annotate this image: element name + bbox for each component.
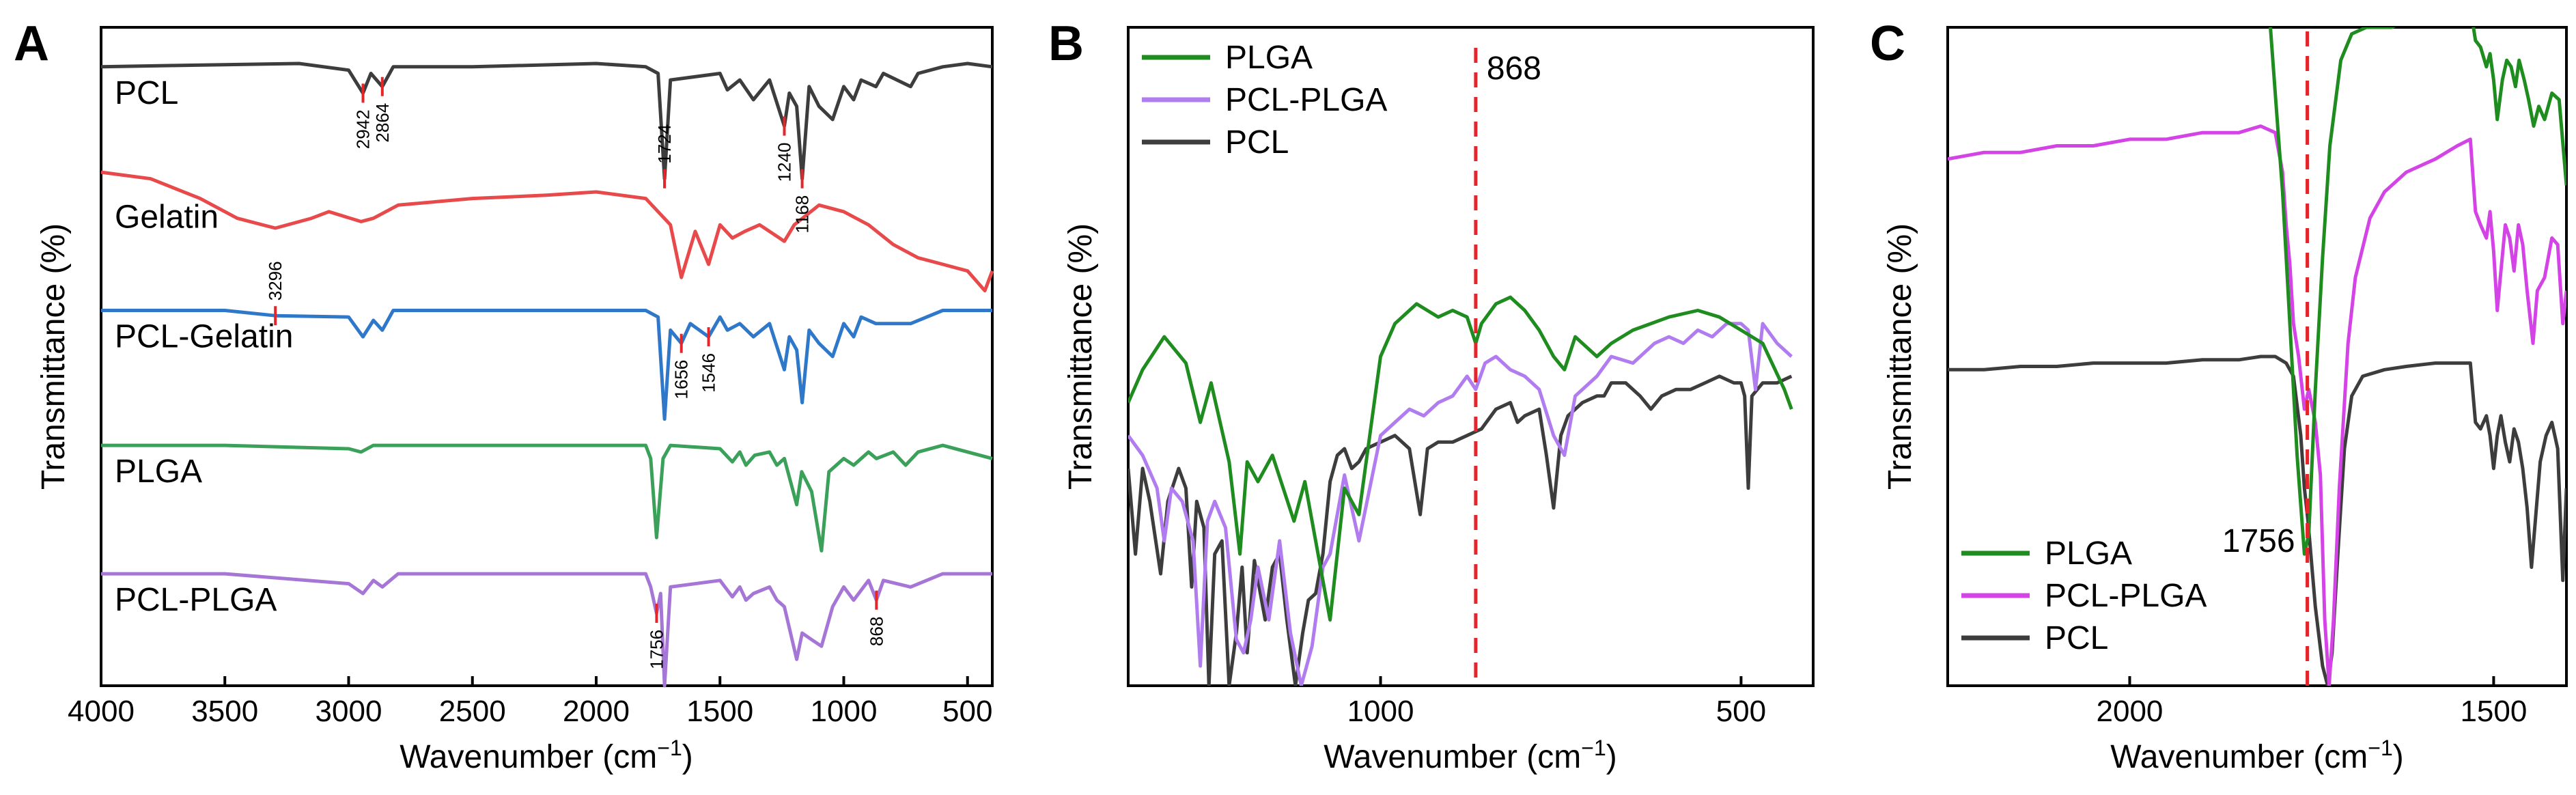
panel-b-frame (1127, 26, 1815, 687)
panel-label-c: C (1870, 16, 1905, 71)
panel-a-frame (100, 26, 994, 687)
peak-label: 1724 (654, 124, 675, 164)
panel-a-x-label: Wavenumber (cm−1) (400, 736, 692, 775)
panel-a-curve-pcl-plga (101, 572, 992, 688)
legend-label-plga: PLGA (2045, 535, 2132, 572)
panel-a-curve-plga (101, 443, 993, 553)
peak-label: 1168 (792, 195, 813, 234)
legend-label-pcl: PCL (2045, 620, 2108, 656)
peak-label: 1756 (646, 630, 667, 669)
panel-a-x-tick-label: 3000 (316, 695, 382, 728)
legend-label-pcl: PCL (1225, 124, 1289, 161)
panel-c-marker-label: 1756 (2222, 523, 2295, 559)
panel-b-legend: PLGA PCL-PLGA PCL (1142, 40, 1387, 161)
panel-a-x-ticks: 4000 3500 3000 2500 2000 1500 1000 500 (68, 676, 992, 728)
panel-a-x-tick-label: 4000 (68, 695, 135, 728)
panel-b-curve-pcl-plga (1128, 322, 1793, 686)
panel-a-curve-gelatin (100, 170, 994, 293)
panel-a-curves (100, 61, 994, 688)
panel-label-b: B (1048, 16, 1084, 71)
panel-b-x-tick-label: 500 (1716, 695, 1766, 728)
legend-label-plga: PLGA (1225, 40, 1313, 76)
peak-label: 1546 (699, 353, 719, 393)
panel-a-curve-pcl-gelatin (101, 309, 992, 421)
panel-label-a: A (14, 16, 49, 71)
panel-a-series-label-pcl: PCL (115, 75, 178, 111)
panel-c-x-tick-label: 2000 (2097, 695, 2164, 728)
panel-a-x-tick-label: 1500 (686, 695, 753, 728)
legend-label-pcl-plga: PCL-PLGA (2045, 578, 2207, 614)
panel-c: C 2000 1500 1756 PLGA PCL-PLGA PCL Transmit… (1870, 16, 2568, 775)
panel-a-curve-pcl (100, 61, 993, 181)
panel-b: B 1000 500 868 PLGA PCL-PLGA PCL Transmitta… (1048, 16, 1815, 775)
peak-label: 1656 (671, 360, 692, 400)
panel-b-marker-label: 868 (1487, 51, 1541, 87)
panel-a: A 4000 3500 3000 2500 2000 1500 1000 500 294228… (14, 16, 994, 775)
panel-c-curves (1948, 27, 2566, 686)
panel-b-curves (1128, 295, 1793, 686)
peak-label: 1240 (774, 143, 795, 182)
panel-a-series-label-plga: PLGA (115, 454, 202, 490)
panel-c-curve-pcl (1948, 354, 2566, 686)
peak-label: 2942 (353, 109, 374, 149)
panel-a-x-tick-label: 2000 (563, 695, 630, 728)
panel-a-y-label: Transmittance (%) (36, 223, 72, 490)
panel-a-x-tick-label: 500 (942, 695, 992, 728)
panel-c-marker: 1756 (2222, 31, 2310, 686)
panel-c-x-label: Wavenumber (cm−1) (2110, 736, 2403, 775)
panel-c-curve-pcl-plga (1948, 124, 2566, 686)
panel-a-series-label-pcl-gelatin: PCL-Gelatin (115, 319, 293, 355)
panel-b-curve-pcl (1128, 374, 1793, 686)
panel-b-x-ticks: 1000 500 (1347, 676, 1766, 728)
panel-c-x-tick-label: 1500 (2460, 695, 2527, 728)
panel-c-y-label: Transmittance (%) (1882, 223, 1918, 490)
panel-c-legend: PLGA PCL-PLGA PCL (1961, 535, 2207, 656)
panel-b-x-tick-label: 1000 (1347, 695, 1414, 728)
peak-label: 868 (866, 617, 886, 646)
panel-c-frame (1946, 26, 2568, 687)
panel-a-x-tick-label: 1000 (811, 695, 878, 728)
panel-b-curve-plga (1128, 295, 1793, 622)
legend-label-pcl-plga: PCL-PLGA (1225, 82, 1387, 118)
panel-b-y-label: Transmittance (%) (1063, 223, 1099, 490)
panel-b-marker: 868 (1474, 48, 1541, 686)
panel-a-series-labels: PCL Gelatin PCL-Gelatin PLGA PCL-PLGA (115, 75, 293, 618)
panel-a-x-tick-label: 2500 (439, 695, 506, 728)
panel-a-x-tick-label: 3500 (191, 695, 258, 728)
panel-a-series-label-gelatin: Gelatin (115, 199, 219, 235)
panel-b-x-label: Wavenumber (cm−1) (1324, 736, 1616, 775)
peak-label: 3296 (265, 261, 285, 301)
panel-c-x-ticks: 2000 1500 (2097, 676, 2527, 728)
panel-a-series-label-pcl-plga: PCL-PLGA (115, 582, 277, 618)
peak-label: 2864 (372, 103, 393, 143)
